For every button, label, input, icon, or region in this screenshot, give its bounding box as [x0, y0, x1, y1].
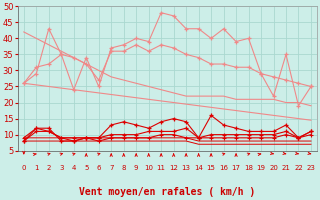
X-axis label: Vent moyen/en rafales ( km/h ): Vent moyen/en rafales ( km/h ) [79, 187, 256, 197]
